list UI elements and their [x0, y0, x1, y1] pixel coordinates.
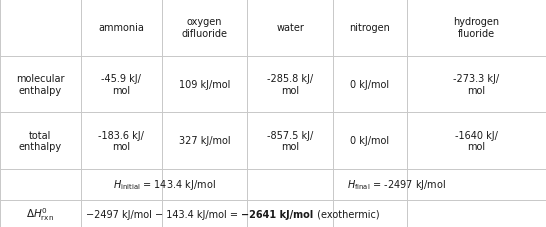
Text: $H_\mathrm{final}$ = -2497 kJ/mol: $H_\mathrm{final}$ = -2497 kJ/mol — [347, 178, 446, 192]
Text: -285.8 kJ/
mol: -285.8 kJ/ mol — [267, 74, 313, 95]
Text: molecular
enthalpy: molecular enthalpy — [16, 74, 64, 95]
Text: -1640 kJ/
mol: -1640 kJ/ mol — [455, 130, 498, 151]
Text: oxygen
difluoride: oxygen difluoride — [181, 17, 228, 39]
Text: −2641 kJ/mol: −2641 kJ/mol — [241, 209, 313, 219]
Text: 109 kJ/mol: 109 kJ/mol — [179, 79, 230, 89]
Text: nitrogen: nitrogen — [349, 23, 390, 33]
Text: -273.3 kJ/
mol: -273.3 kJ/ mol — [453, 74, 500, 95]
Text: total
enthalpy: total enthalpy — [19, 130, 62, 151]
Text: hydrogen
fluoride: hydrogen fluoride — [453, 17, 500, 39]
Text: -183.6 kJ/
mol: -183.6 kJ/ mol — [98, 130, 144, 151]
Text: 0 kJ/mol: 0 kJ/mol — [351, 136, 389, 146]
Text: $\Delta H^\mathrm{0}_\mathrm{rxn}$: $\Delta H^\mathrm{0}_\mathrm{rxn}$ — [26, 205, 55, 222]
Text: -45.9 kJ/
mol: -45.9 kJ/ mol — [101, 74, 141, 95]
Text: 327 kJ/mol: 327 kJ/mol — [179, 136, 230, 146]
Text: (exothermic): (exothermic) — [313, 209, 379, 219]
Text: -857.5 kJ/
mol: -857.5 kJ/ mol — [267, 130, 313, 151]
Text: ammonia: ammonia — [98, 23, 144, 33]
Text: 0 kJ/mol: 0 kJ/mol — [351, 79, 389, 89]
Text: water: water — [276, 23, 304, 33]
Text: $H_\mathrm{initial}$ = 143.4 kJ/mol: $H_\mathrm{initial}$ = 143.4 kJ/mol — [112, 178, 216, 192]
Text: −2497 kJ/mol − 143.4 kJ/mol =: −2497 kJ/mol − 143.4 kJ/mol = — [86, 209, 241, 219]
